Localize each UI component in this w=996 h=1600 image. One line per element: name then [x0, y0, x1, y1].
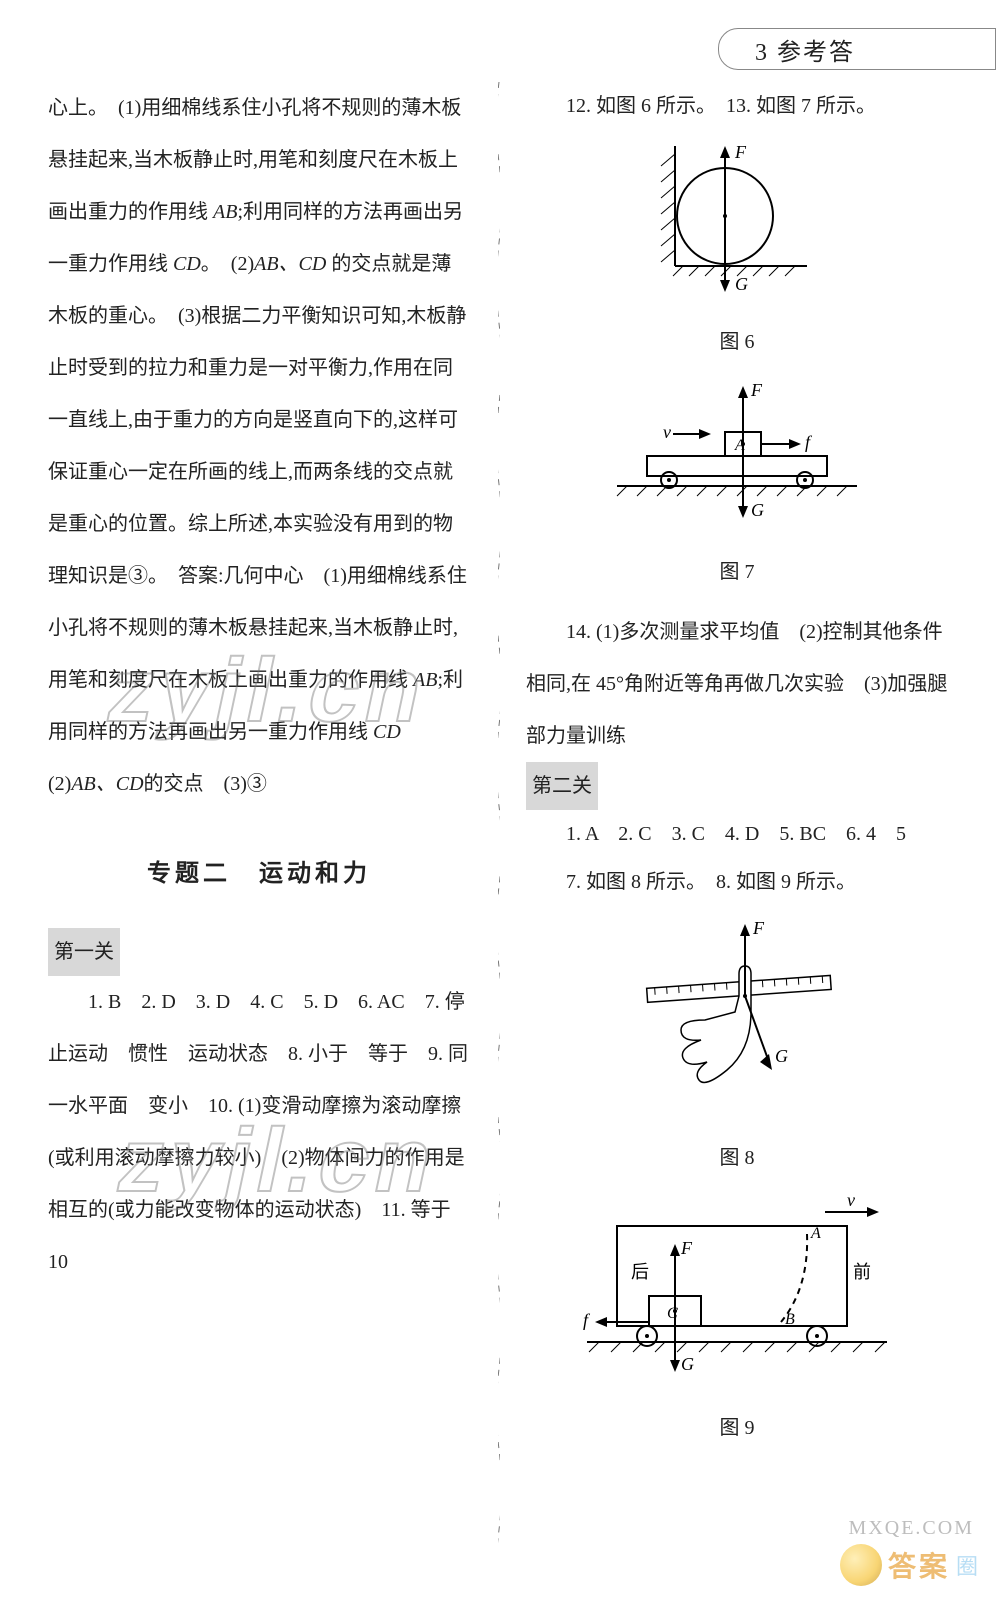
- level-1-answers: 1. B 2. D 3. D 4. C 5. D 6. AC 7. 停止运动 惯…: [48, 976, 470, 1288]
- svg-text:v: v: [663, 422, 671, 442]
- svg-text:F: F: [680, 1238, 693, 1258]
- figure-8: F G: [526, 912, 948, 1130]
- level-1-label: 第一关: [48, 928, 120, 976]
- topic-2-heading: 专题二 运动和力: [48, 846, 470, 904]
- svg-text:B: B: [785, 1311, 795, 1328]
- svg-text:f: f: [805, 432, 813, 452]
- site-url: MXQE.COM: [849, 1517, 974, 1540]
- svg-text:G: G: [775, 1046, 788, 1066]
- brand-text-1: 答案: [888, 1545, 950, 1585]
- left-paragraph-1: 心上。 (1)用细棉线系住小孔将不规则的薄木板悬挂起来,当木板静止时,用笔和刻度…: [48, 82, 470, 810]
- svg-text:G: G: [751, 500, 764, 520]
- page-header: 3 参考答: [718, 28, 996, 70]
- answers-12-13: 12. 如图 6 所示。 13. 如图 7 所示。: [526, 82, 948, 130]
- figure-9-caption: 图 9: [526, 1404, 948, 1452]
- answers-7-8: 7. 如图 8 所示。 8. 如图 9 所示。: [526, 858, 948, 906]
- svg-text:v: v: [847, 1192, 855, 1210]
- level-2-answers: 1. A 2. C 3. C 4. D 5. BC 6. 4 5: [526, 810, 948, 858]
- svg-text:C: C: [667, 1305, 678, 1322]
- header-label: 3 参考答: [755, 32, 855, 67]
- svg-text:G: G: [681, 1354, 694, 1374]
- svg-text:F: F: [752, 918, 765, 938]
- figure-6: F G: [526, 136, 948, 314]
- answer-14: 14. (1)多次测量求平均值 (2)控制其他条件相同,在 45°角附近等角再做…: [526, 606, 948, 762]
- brand-text-2: 圈: [956, 1549, 978, 1581]
- svg-text:前: 前: [853, 1262, 871, 1282]
- level-2-label: 第二关: [526, 762, 598, 810]
- svg-text:A: A: [810, 1225, 821, 1242]
- figure-9: C A B 前 后 v F: [526, 1192, 948, 1400]
- logo-icon: [840, 1544, 882, 1586]
- figure-6-caption: 图 6: [526, 318, 948, 366]
- svg-text:G: G: [735, 274, 748, 294]
- figure-7: A v f F G: [526, 376, 948, 544]
- right-column: 12. 如图 6 所示。 13. 如图 7 所示。: [498, 82, 966, 1570]
- svg-text:F: F: [734, 142, 747, 162]
- figure-7-caption: 图 7: [526, 548, 948, 596]
- brand-logo: 答案 圈: [840, 1544, 978, 1586]
- figure-8-caption: 图 8: [526, 1134, 948, 1182]
- svg-text:F: F: [750, 380, 763, 400]
- svg-text:f: f: [583, 1310, 591, 1330]
- svg-text:后: 后: [631, 1262, 649, 1282]
- left-column: 心上。 (1)用细棉线系住小孔将不规则的薄木板悬挂起来,当木板静止时,用笔和刻度…: [30, 82, 498, 1570]
